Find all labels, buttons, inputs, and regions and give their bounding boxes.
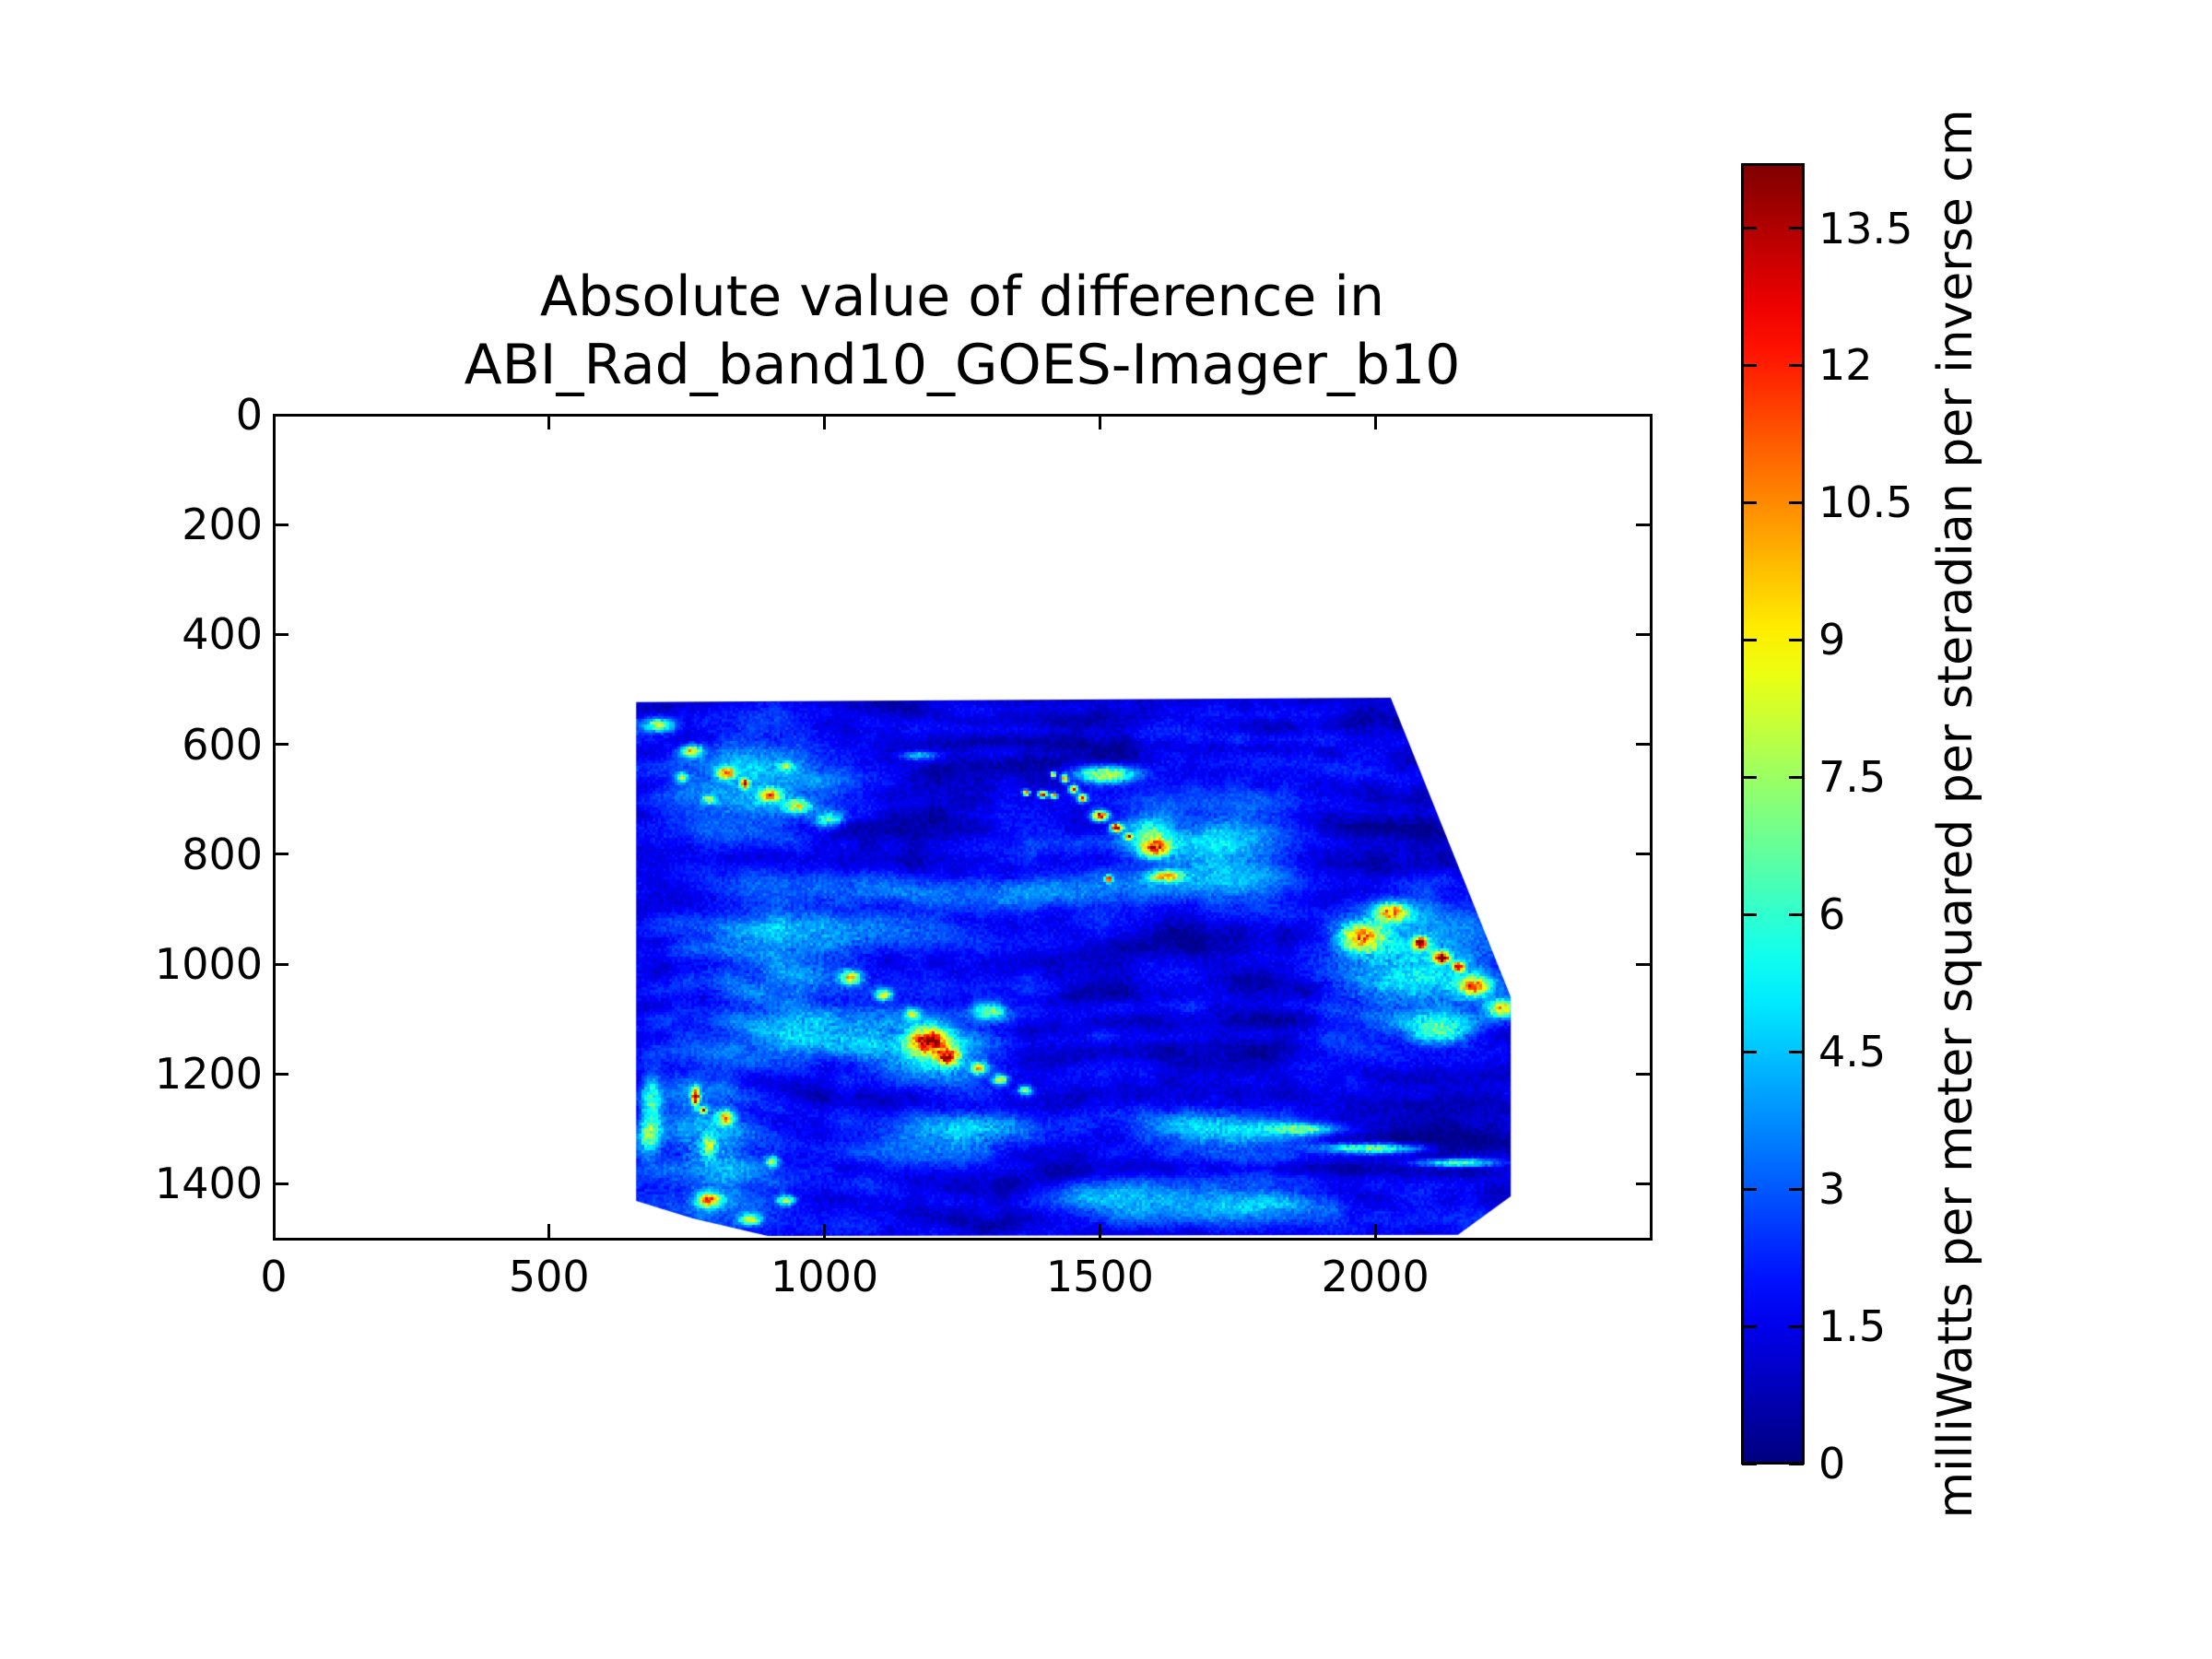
colorbar-tick: [1789, 775, 1804, 779]
colorbar-tick-label: 3: [1818, 1164, 1846, 1215]
x-tick: [1098, 1224, 1101, 1239]
x-tick: [1373, 415, 1377, 429]
y-tick-label: 0: [235, 390, 263, 440]
colorbar-tick: [1789, 363, 1804, 367]
chart-title: Absolute value of difference in ABI_Rad_…: [274, 263, 1651, 399]
y-tick: [1636, 853, 1651, 856]
y-tick: [1636, 962, 1651, 966]
colorbar-tick: [1789, 638, 1804, 641]
colorbar-tick: [1789, 500, 1804, 504]
y-tick-label: 1000: [154, 939, 263, 989]
x-tick: [1098, 415, 1101, 429]
colorbar-tick-label: 0: [1818, 1439, 1846, 1488]
y-tick-label: 200: [182, 500, 263, 550]
y-tick: [274, 413, 288, 417]
colorbar-tick: [1742, 912, 1757, 916]
colorbar-tick-label: 4.5: [1818, 1027, 1887, 1077]
colorbar-tick-label: 6: [1818, 889, 1846, 940]
colorbar-tick: [1789, 912, 1804, 916]
colorbar-tick: [1742, 1324, 1757, 1328]
colorbar-tick: [1742, 500, 1757, 504]
chart-title-line2: ABI_Rad_band10_GOES-Imager_b10: [464, 333, 1461, 397]
x-tick-label: 1500: [1045, 1252, 1154, 1301]
y-tick-label: 800: [182, 829, 263, 879]
colorbar-tick-label: 12: [1818, 340, 1873, 391]
colorbar-tick-label: 13.5: [1818, 203, 1913, 253]
y-tick: [274, 743, 288, 747]
y-tick-label: 1200: [154, 1049, 263, 1100]
colorbar-tick: [1742, 1462, 1757, 1465]
colorbar-tick: [1742, 227, 1757, 229]
y-tick: [274, 853, 288, 856]
colorbar-gradient: [1742, 164, 1804, 1464]
colorbar-tick-label: 7.5: [1818, 752, 1887, 803]
colorbar-tick: [1742, 775, 1757, 779]
x-tick: [272, 1224, 276, 1239]
y-tick: [1636, 1182, 1651, 1185]
x-tick-label: 1000: [771, 1252, 879, 1301]
y-tick: [1636, 743, 1651, 747]
y-tick-label: 400: [182, 609, 263, 660]
colorbar-tick: [1742, 1187, 1757, 1191]
y-tick: [274, 1182, 288, 1185]
y-tick: [274, 962, 288, 966]
colorbar-tick-label: 10.5: [1818, 477, 1913, 528]
x-tick: [547, 415, 551, 429]
x-tick-label: 2000: [1321, 1252, 1430, 1301]
colorbar-tick-label: 9: [1818, 615, 1846, 665]
y-tick: [274, 1072, 288, 1076]
x-tick-label: 500: [508, 1252, 590, 1301]
y-tick-label: 1400: [154, 1159, 263, 1209]
x-tick: [823, 1224, 827, 1239]
y-tick: [1636, 1072, 1651, 1076]
colorbar-tick-label: 1.5: [1818, 1301, 1887, 1352]
colorbar-tick: [1789, 1324, 1804, 1328]
x-tick-label: 0: [260, 1252, 288, 1301]
x-tick: [547, 1224, 551, 1239]
colorbar-tick: [1789, 1462, 1804, 1465]
y-tick: [1636, 523, 1651, 526]
heatmap-canvas: [274, 415, 1651, 1239]
colorbar-tick: [1789, 227, 1804, 229]
colorbar-tick: [1789, 1187, 1804, 1191]
chart-title-line1: Absolute value of difference in: [539, 265, 1385, 329]
colorbar-unit-label: milliWatts per meter squared per steradi…: [1928, 109, 1983, 1519]
x-tick: [272, 415, 276, 429]
y-tick: [1636, 632, 1651, 636]
x-tick: [1373, 1224, 1377, 1239]
x-tick: [823, 415, 827, 429]
y-tick-label: 600: [182, 719, 263, 770]
y-tick: [274, 523, 288, 526]
y-tick: [1636, 413, 1651, 417]
colorbar-tick: [1742, 1050, 1757, 1053]
colorbar-tick: [1789, 1050, 1804, 1053]
colorbar-tick: [1742, 638, 1757, 641]
y-tick: [274, 632, 288, 636]
colorbar-tick: [1742, 363, 1757, 367]
